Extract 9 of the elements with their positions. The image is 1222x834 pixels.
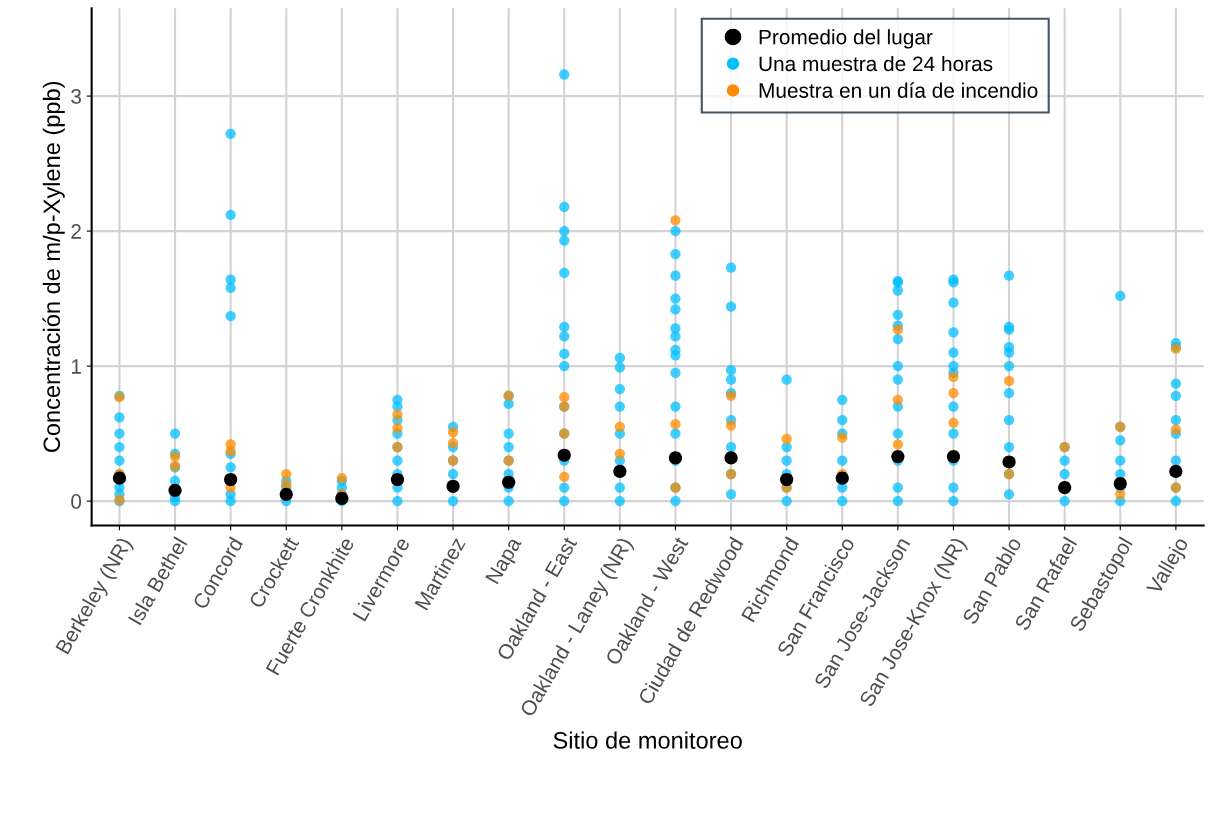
- y-axis-title: Concentración de m/p-Xylene (ppb): [42, 81, 65, 453]
- y-tick-label: 2: [71, 224, 81, 239]
- legend-label: Promedio del lugar: [759, 29, 933, 49]
- y-tick-label: 3: [71, 89, 82, 104]
- x-axis-title: Sitio de monitoreo: [553, 731, 742, 749]
- y-tick-label: 1: [71, 359, 81, 374]
- legend-label: Una muestra de 24 horas: [759, 55, 993, 72]
- y-tick-label: 0: [71, 494, 82, 509]
- legend-label: Muestra en un día de incendio: [759, 82, 1038, 98]
